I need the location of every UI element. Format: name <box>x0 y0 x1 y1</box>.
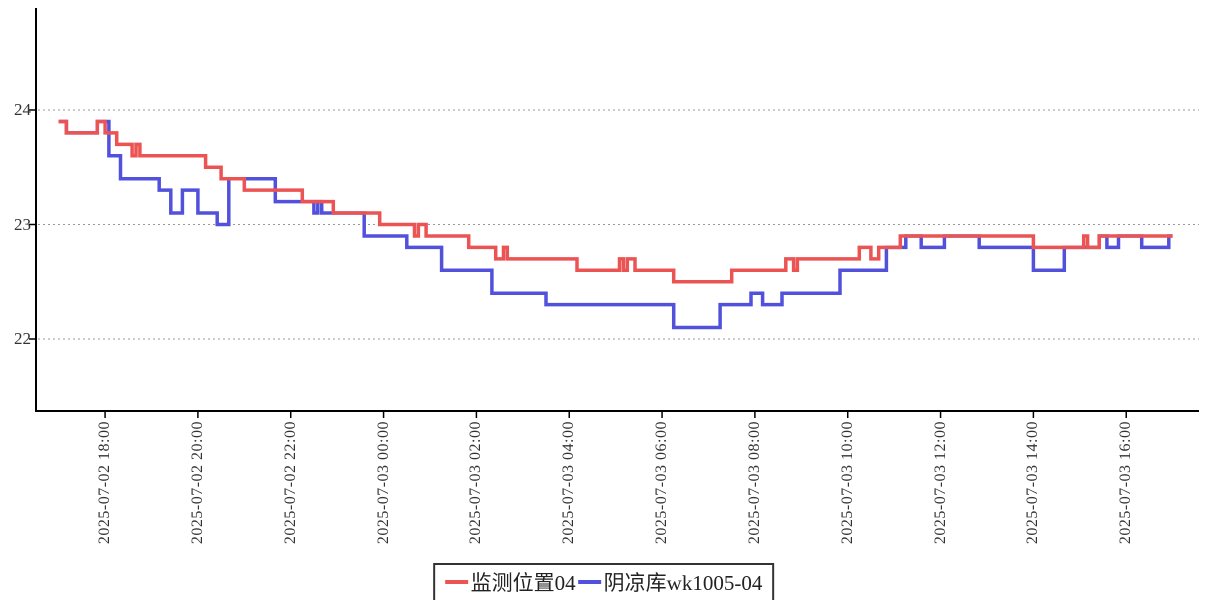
x-axis-tick-label: 2025-07-03 08:00 <box>745 421 763 545</box>
legend-item-label: 监测位置04 <box>470 571 576 595</box>
legend-item-监测位置04[interactable]: 监测位置04 <box>444 567 576 597</box>
series-line-阴凉库wk1005-04 <box>58 119 1173 330</box>
legend-item-阴凉库wk1005-04[interactable]: 阴凉库wk1005-04 <box>577 567 763 597</box>
x-axis-tick-label: 2025-07-03 16:00 <box>1117 421 1135 545</box>
x-axis-tick-label: 2025-07-03 14:00 <box>1024 421 1042 545</box>
x-axis-tick-label: 2025-07-02 20:00 <box>188 421 206 545</box>
x-axis-tick-label: 2025-07-02 22:00 <box>281 421 299 545</box>
y-axis-tick-label: 24 <box>14 100 31 119</box>
x-axis-tick-label: 2025-07-02 18:00 <box>96 421 114 545</box>
y-axis-tick-label: 22 <box>14 329 31 348</box>
x-axis-tick-label: 2025-07-03 02:00 <box>467 421 485 545</box>
legend-dash-icon <box>444 580 468 584</box>
x-axis-tick-label: 2025-07-03 00:00 <box>374 421 392 545</box>
legend-item-label: 阴凉库wk1005-04 <box>603 571 763 595</box>
legend: 监测位置04 阴凉库wk1005-04 <box>432 563 775 600</box>
legend-dash-icon <box>577 580 601 584</box>
series-line-监测位置04 <box>58 119 1173 284</box>
x-axis-tick-label: 2025-07-03 04:00 <box>560 421 578 545</box>
y-axis-tick-label: 23 <box>14 214 31 234</box>
x-axis-tick-label: 2025-07-03 10:00 <box>838 421 856 545</box>
x-axis-tick-label: 2025-07-03 06:00 <box>653 421 671 545</box>
x-axis-tick-label: 2025-07-03 12:00 <box>931 421 949 545</box>
